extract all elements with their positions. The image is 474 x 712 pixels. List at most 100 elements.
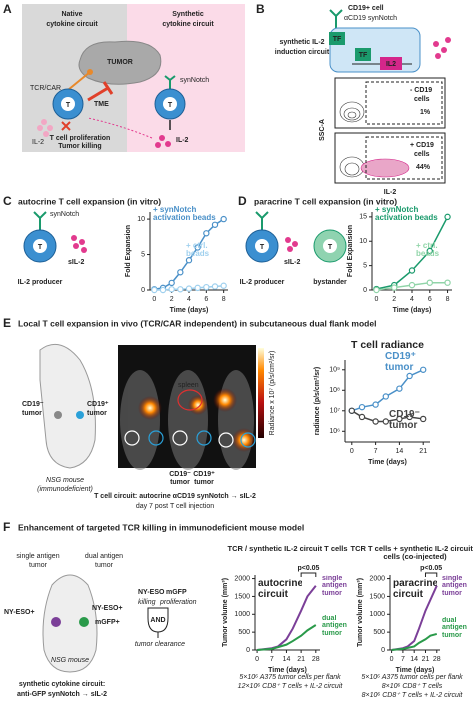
data-point xyxy=(220,282,227,289)
cytokine-dots xyxy=(71,235,87,253)
label: 1% xyxy=(420,109,431,116)
label: TCR/CAR xyxy=(30,85,61,92)
gene xyxy=(380,57,402,70)
data-point xyxy=(211,221,219,228)
spleen-outline xyxy=(177,389,203,411)
label: tumor xyxy=(194,479,214,486)
label: T cell proliferation xyxy=(50,135,111,142)
data-point xyxy=(185,285,193,292)
legend-entry-box: + synNotch activation beads xyxy=(153,206,216,222)
axis-label: IL-2 xyxy=(384,189,397,196)
t-label: T xyxy=(168,102,173,109)
label: CD19+ cell xyxy=(348,5,384,12)
x-tick-label: 8 xyxy=(446,296,450,303)
y-tick-label: 1500 xyxy=(234,593,250,600)
chart-title-box: T cell radiance xyxy=(351,340,424,351)
data-point xyxy=(420,366,427,373)
note: 8×10⁶ CD8⁺ T cells + IL-2 circuit xyxy=(362,692,464,699)
box-title: cytokine circuit xyxy=(46,21,98,28)
inhibition xyxy=(87,81,114,102)
x-tick-label: 4 xyxy=(410,296,414,303)
panel-label: D xyxy=(238,194,247,208)
label: proliferation xyxy=(159,599,197,606)
t-label: T xyxy=(38,244,43,251)
t-cell-core xyxy=(323,239,337,253)
data-point xyxy=(358,403,366,411)
mouse xyxy=(39,343,96,469)
label: TF xyxy=(359,52,368,59)
data-point xyxy=(396,385,403,392)
legend-entry: + ctrl. beads xyxy=(416,242,440,259)
label: tumor xyxy=(29,562,48,569)
tf xyxy=(355,48,371,61)
y-axis-label: Fold Expansion xyxy=(347,225,354,277)
y-tick-label: 0 xyxy=(363,287,367,294)
label: synNotch xyxy=(180,77,209,84)
y-tick-label: 0 xyxy=(246,647,250,654)
label: day 7 post T cell injection xyxy=(136,503,214,510)
label: synthetic cytokine circuit: xyxy=(19,681,105,688)
x-tick-label: 0 xyxy=(255,656,259,663)
data-point xyxy=(382,418,389,425)
y-axis-label: Fold Expansion xyxy=(125,225,132,277)
data-point xyxy=(358,413,366,421)
label: dual antigen xyxy=(85,553,123,560)
legend-entry-box: + ctrl. beads xyxy=(186,242,209,258)
note: 5×10⁶ A375 tumor cells per flank xyxy=(361,674,463,681)
x-tick-label: 2 xyxy=(392,296,396,303)
significance-label: p<0.05 xyxy=(420,565,442,572)
y-tick-label: 500 xyxy=(238,629,250,636)
tumor xyxy=(79,617,89,627)
cytokine-dots xyxy=(433,37,451,59)
label: AND xyxy=(150,617,165,624)
significance-label: p<0.05 xyxy=(297,565,319,572)
axis-label: SSC-A xyxy=(319,119,326,141)
data-point xyxy=(391,284,398,291)
t-label: T xyxy=(66,102,71,109)
label: CD19⁺ xyxy=(193,471,215,478)
label: IL-2 xyxy=(176,137,189,144)
panel-title: Enhancement of targeted TCR killing in i… xyxy=(18,522,304,532)
label: Tumor killing xyxy=(58,143,101,150)
y-tick-label: 10⁹ xyxy=(329,367,340,374)
x-tick-label: 7 xyxy=(374,448,378,455)
y-tick-label: 10 xyxy=(359,238,367,245)
tumor xyxy=(51,617,61,627)
data-point xyxy=(372,401,379,408)
label: synNotch xyxy=(50,211,79,218)
panel-title: autocrine T cell expansion (in vitro) xyxy=(18,196,161,206)
label: IL-2 xyxy=(32,139,44,146)
y-axis-label: Tumor volume (mm³) xyxy=(222,578,229,647)
legend-entry: CD19⁺ tumor xyxy=(385,352,416,373)
data-point xyxy=(194,284,201,292)
data-point xyxy=(373,286,380,294)
label: TF xyxy=(333,36,342,43)
box-title: Native xyxy=(61,11,82,18)
legend-entry-box: dual antigen tumor xyxy=(322,615,347,637)
data-point xyxy=(151,286,158,294)
label: IL-2 producer xyxy=(240,279,285,286)
tf xyxy=(329,32,345,45)
x-tick-label: 0 xyxy=(152,296,156,303)
t-cell-core xyxy=(255,239,269,253)
legend-entry-box: dual antigen tumor xyxy=(442,617,467,639)
data-point xyxy=(220,215,227,223)
y-tick-label: 10 xyxy=(137,216,145,223)
legend-entry-box: CD19⁺ tumor xyxy=(385,352,416,373)
label: tumor xyxy=(95,562,114,569)
cytokine-dots xyxy=(285,237,298,252)
label: αCD19 synNotch xyxy=(344,15,397,22)
label: sIL-2 xyxy=(284,259,300,266)
label: NY-ESO xyxy=(138,589,165,596)
x-tick-label: 6 xyxy=(428,296,432,303)
x-tick-label: 8 xyxy=(222,296,226,303)
y-axis-label: radiance (p/s/cm²/sr) xyxy=(314,367,321,435)
label: tumor xyxy=(87,410,107,417)
y-tick-label: 5 xyxy=(141,251,145,258)
y-tick-label: 2000 xyxy=(234,575,250,582)
annotation: paracrine circuit xyxy=(393,579,437,600)
data-point xyxy=(426,247,433,255)
x-tick-label: 7 xyxy=(401,656,405,663)
panel-title: Local T cell expansion in vivo (TCR/CAR … xyxy=(18,318,376,328)
